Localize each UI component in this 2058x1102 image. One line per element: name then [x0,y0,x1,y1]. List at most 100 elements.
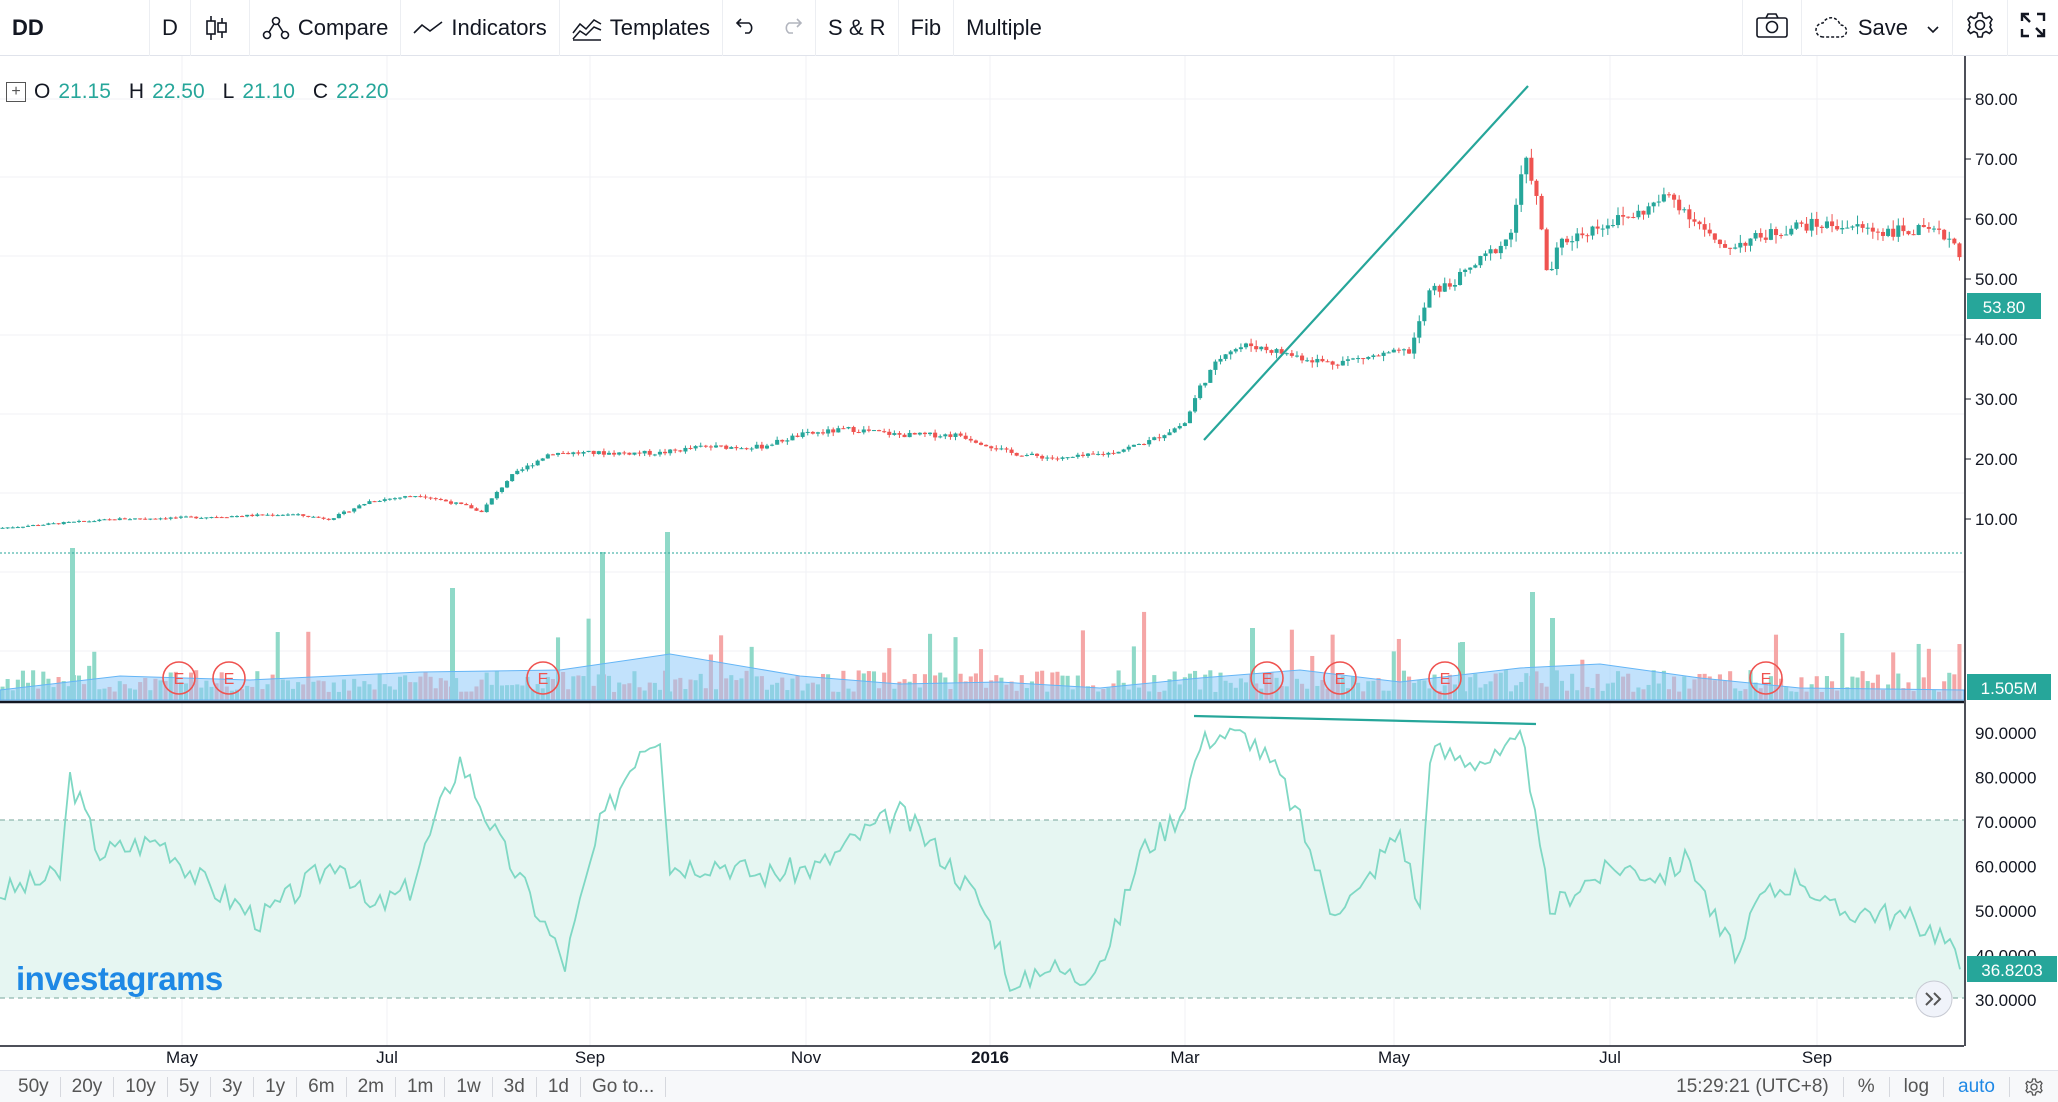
chart-canvas[interactable]: E E E E E E E 80.00 70.00 60.00 50.00 40.00 30.00 20… [0,0,2058,1070]
candle-body [1860,224,1865,228]
range-button[interactable]: 1d [537,1076,581,1097]
expand-legend-icon[interactable]: + [6,82,26,102]
candle-body [729,447,734,449]
candle-body [1906,231,1911,235]
trendline-drawing[interactable] [1203,85,1529,441]
screenshot-button[interactable] [1741,0,1802,56]
chevron-down-icon[interactable] [1926,15,1940,41]
indicators-button[interactable]: Indicators [401,0,560,56]
range-button[interactable]: 50y [0,1076,61,1097]
time-tick-label: Sep [575,1048,605,1067]
rsi-divergence-drawing[interactable] [1193,714,1537,726]
candle-body [1254,346,1259,350]
time-tick-label: May [166,1048,199,1067]
candle-body [1809,218,1814,231]
candle-body [153,518,158,520]
earnings-marker-circle[interactable] [212,661,246,695]
range-button[interactable]: 3d [493,1076,537,1097]
volume-bar [1875,674,1880,700]
candle-body [1768,229,1773,240]
candle-body [1040,455,1045,459]
candle-body [663,451,668,454]
settings-button[interactable] [1953,0,2008,56]
range-button[interactable]: 2m [347,1076,396,1097]
candle-body [219,517,224,519]
candle-body [1055,458,1060,460]
price-axis[interactable]: 80.00 70.00 60.00 50.00 40.00 30.00 20.00 10.00… [1964,56,2057,1046]
candle-body [693,446,698,449]
candle-body [698,445,703,447]
candle-body [1488,249,1493,254]
undo-button[interactable] [723,0,769,56]
candle-body [433,498,438,500]
earnings-marker-circle[interactable] [1428,661,1462,695]
chart-settings-button[interactable] [2009,1076,2058,1097]
redo-button[interactable] [769,0,817,56]
sr-button[interactable]: S & R [816,0,899,56]
candle-body [785,440,790,442]
compare-icon [262,15,290,41]
interval-button[interactable]: D [150,0,191,56]
auto-scale-toggle[interactable]: auto [1943,1076,2009,1097]
candle-body [790,435,795,441]
range-button[interactable]: 5y [168,1076,211,1097]
fib-button[interactable]: Fib [899,0,955,56]
close-label: C [312,80,329,103]
candle-body [183,516,189,518]
earnings-marker-label: E [1335,671,1346,688]
volume-bar [1926,648,1931,700]
percent-toggle[interactable]: % [1842,1076,1889,1097]
candle-body [138,518,143,520]
range-button[interactable]: 1y [254,1076,298,1097]
candle-body [1824,221,1829,228]
candle-body [1320,358,1325,362]
candle-body [688,447,693,449]
volume-spike-bar [1550,618,1555,700]
save-button[interactable]: Save [1802,0,1953,56]
candle-body [1468,267,1473,270]
candle-body [1926,227,1931,229]
earnings-marker-circle[interactable] [1323,661,1357,695]
candle-body [1916,225,1921,235]
multiple-button[interactable]: Multiple [954,0,1054,56]
candle-body [224,517,229,519]
interval-label: D [162,14,178,40]
templates-button[interactable]: Templates [560,0,724,56]
range-button[interactable]: 20y [61,1076,115,1097]
low-label: L [222,80,235,103]
fullscreen-button[interactable] [2008,0,2058,56]
range-button[interactable]: 6m [297,1076,347,1097]
volume-spike-bar [1530,592,1535,700]
range-button[interactable]: 1m [396,1076,446,1097]
candle-body [525,465,530,470]
scroll-to-realtime-button[interactable] [1915,980,1953,1018]
low-value: 21.10 [242,80,295,103]
earnings-marker-circle[interactable] [1749,661,1783,695]
symbol-search[interactable]: DD [0,0,150,56]
candle-body [10,527,15,529]
candle-body [1136,443,1142,445]
earnings-marker-circle[interactable] [1250,661,1284,695]
candle-body [657,451,662,455]
compare-button[interactable]: Compare [250,0,402,56]
candle-body [1600,228,1605,230]
volume-bar [1860,671,1865,700]
candle-body [1575,233,1580,242]
log-toggle[interactable]: log [1888,1076,1943,1097]
candle-body [1264,346,1269,351]
range-button[interactable]: 10y [114,1076,168,1097]
chart-type-button[interactable] [191,0,250,56]
earnings-marker-circle[interactable] [526,661,560,695]
candle-body [1192,398,1198,412]
candle-body [515,470,520,475]
earnings-marker-circle[interactable] [162,661,196,695]
range-button[interactable]: 3y [211,1076,255,1097]
top-toolbar: DD D Compare Indicators Templates [0,0,2058,56]
range-button[interactable]: Go to... [581,1076,667,1097]
candle-body [1019,455,1024,457]
range-button[interactable]: 1w [445,1076,493,1097]
candle-body [1610,225,1615,227]
candlestick-series [0,148,1962,529]
time-axis[interactable]: May Jul Sep Nov 2016 Mar May Jul Sep [0,1045,1964,1067]
candle-body [270,514,275,516]
